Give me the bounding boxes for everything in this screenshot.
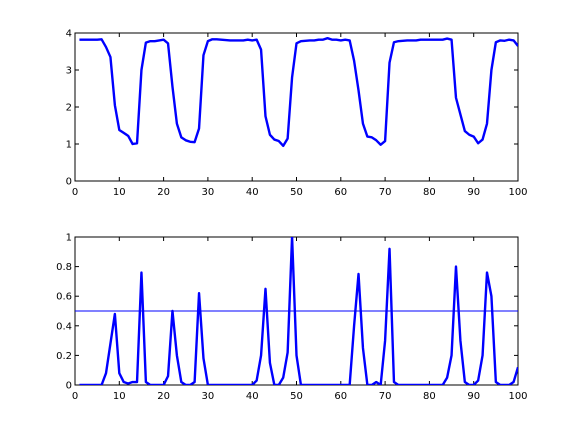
- y-tick-label: 0.6: [56, 292, 72, 303]
- y-tick-label: 3: [66, 66, 72, 77]
- x-tick-label: 40: [246, 391, 259, 402]
- bottom-axes: 0 10 20 30 40 50 60 70 80 90 100 0 0.2 0.4 0.6 0.8 1: [56, 233, 527, 403]
- series-line: [79, 36, 518, 148]
- x-tick-label: 30: [202, 187, 215, 198]
- x-tick-label: 60: [334, 187, 347, 198]
- x-tick-label: 100: [508, 187, 527, 198]
- x-tick-label: 80: [423, 391, 436, 402]
- x-tick-label: 90: [467, 187, 480, 198]
- x-tick-label: 100: [508, 391, 527, 402]
- y-tick-label: 0.2: [56, 351, 72, 362]
- top-axes: 0 10 20 30 40 50 60 70 80 90 100 0 1 2 3 4: [66, 29, 528, 199]
- x-tick-label: 70: [379, 391, 392, 402]
- x-tick-label: 90: [467, 391, 480, 402]
- y-tick-label: 2: [66, 103, 72, 114]
- x-tick-label: 10: [113, 391, 126, 402]
- y-tick-label: 0.4: [56, 321, 72, 332]
- y-tick-label: 1: [66, 233, 72, 244]
- x-tick-label: 50: [290, 391, 303, 402]
- y-tick-label: 1: [66, 140, 72, 151]
- x-tick-label: 80: [423, 187, 436, 198]
- x-tick-label: 60: [334, 391, 347, 402]
- y-tick-label: 0: [66, 381, 72, 392]
- x-tick-label: 50: [290, 187, 303, 198]
- x-tick-label: 20: [157, 187, 170, 198]
- x-tick-label: 40: [246, 187, 259, 198]
- plot-frame: [74, 32, 519, 182]
- x-tick-label: 0: [72, 391, 78, 402]
- x-tick-label: 20: [157, 391, 170, 402]
- series-line: [79, 237, 518, 385]
- y-tick-label: 0: [66, 177, 72, 188]
- y-tick-label: 0.8: [56, 262, 72, 273]
- y-tick-label: 4: [66, 29, 72, 40]
- x-tick-label: 0: [72, 187, 78, 198]
- x-tick-label: 10: [113, 187, 126, 198]
- x-tick-label: 30: [202, 391, 215, 402]
- x-tick-label: 70: [379, 187, 392, 198]
